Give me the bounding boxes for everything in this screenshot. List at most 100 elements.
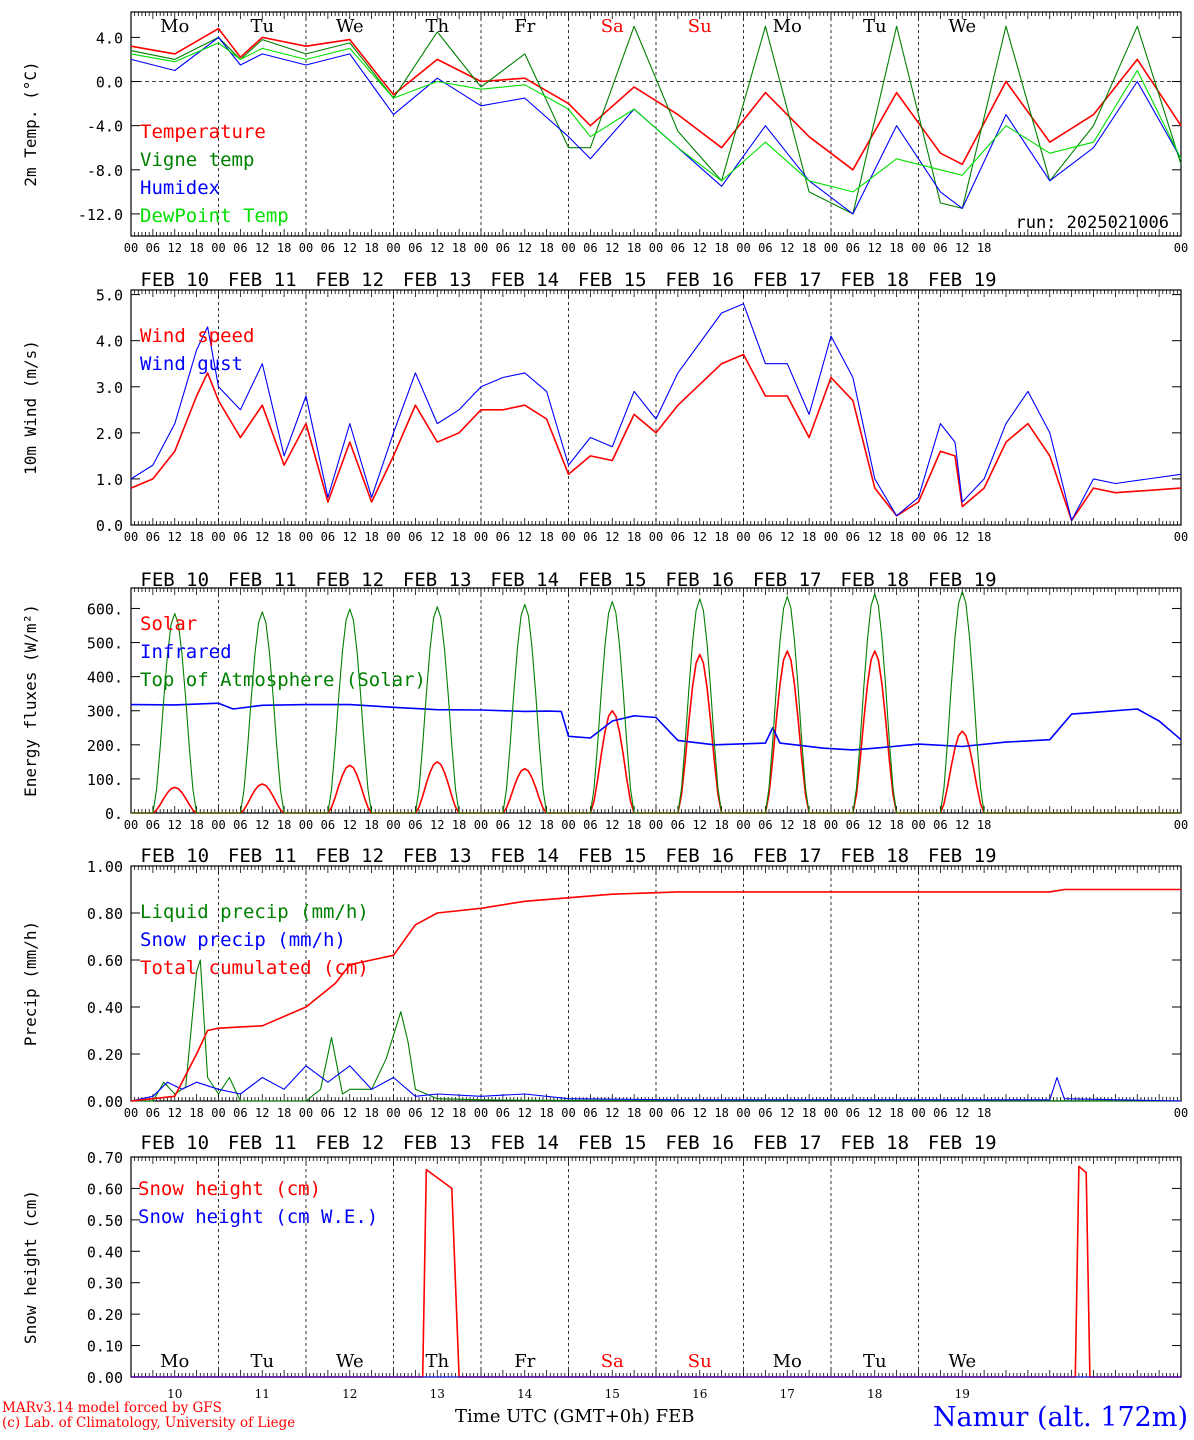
date-label: FEB 16	[665, 845, 734, 867]
hour-label: 06	[583, 241, 597, 255]
hour-label: 12	[430, 1106, 444, 1120]
hour-label: 06	[846, 241, 860, 255]
date-label: FEB 19	[928, 269, 997, 291]
y-tick-label: 0.50	[87, 1212, 123, 1230]
date-label: FEB 13	[403, 569, 472, 591]
hour-label: 00	[474, 1106, 488, 1120]
date-label: FEB 19	[928, 845, 997, 867]
hour-label: 12	[518, 530, 532, 544]
weekday-label: Tu	[863, 1351, 887, 1372]
hour-label: 18	[539, 1106, 553, 1120]
legend-entry: DewPoint Temp	[140, 205, 289, 227]
hour-label: 18	[539, 241, 553, 255]
plot-frame	[130, 11, 1182, 237]
hour-label: 00	[649, 818, 663, 832]
hour-label: 00	[736, 818, 750, 832]
hour-label: 18	[364, 530, 378, 544]
date-label: FEB 11	[228, 845, 297, 867]
hour-label: 00	[474, 818, 488, 832]
run-label: run: 2025021006	[1015, 213, 1169, 233]
plot-frame	[130, 587, 1182, 814]
hour-label: 12	[605, 241, 619, 255]
hour-label: 18	[889, 1106, 903, 1120]
date-label: FEB 12	[315, 1132, 384, 1154]
y-tick-label: -8.0	[87, 162, 123, 180]
hour-label: 12	[168, 818, 182, 832]
hour-label: 00	[911, 818, 925, 832]
date-label: FEB 14	[490, 569, 559, 591]
series-line-2-2	[130, 303, 1182, 521]
legend-entry: Wind speed	[140, 325, 254, 347]
hour-label: 12	[693, 530, 707, 544]
lab-line: (c) Lab. of Climatology, University of L…	[2, 1415, 296, 1431]
hour-label: 18	[627, 1106, 641, 1120]
hour-label: 12	[518, 818, 532, 832]
date-label: FEB 15	[578, 845, 647, 867]
weekday-label: Th	[425, 16, 449, 37]
date-label: FEB 16	[665, 1132, 734, 1154]
y-tick-label: 0.40	[87, 999, 123, 1017]
hour-label: 06	[758, 1106, 772, 1120]
hour-label: 06	[233, 241, 247, 255]
hour-label: 18	[714, 1106, 728, 1120]
hour-label: 00	[211, 241, 225, 255]
hour-label: 00	[649, 530, 663, 544]
month-label: FEB	[655, 1406, 695, 1427]
hour-label: 06	[671, 818, 685, 832]
hour-label: 00	[299, 1106, 313, 1120]
hour-label: 12	[518, 241, 532, 255]
hour-label: 18	[889, 241, 903, 255]
date-label: FEB 18	[840, 845, 909, 867]
hour-label: 18	[889, 530, 903, 544]
y-axis-label: Energy fluxes (W/m²)	[21, 604, 40, 797]
hour-label: 06	[671, 241, 685, 255]
hour-label: 12	[868, 530, 882, 544]
hour-label: 06	[583, 818, 597, 832]
x-axis-title: Time UTC (GMT+0h) FEB	[455, 1406, 694, 1427]
hour-label: 00	[736, 530, 750, 544]
y-tick-label: 0.20	[87, 1046, 123, 1064]
hour-label: 00	[211, 818, 225, 832]
legend-entry: Humidex	[140, 177, 220, 199]
day-number-label: 15	[605, 1387, 620, 1401]
hour-label: 00	[736, 241, 750, 255]
hour-label: 12	[255, 1106, 269, 1120]
hour-label: 00	[911, 530, 925, 544]
weekday-label: Su	[688, 16, 712, 37]
date-label: FEB 13	[403, 269, 472, 291]
y-tick-label: 0.60	[87, 952, 123, 970]
date-label: FEB 13	[403, 1132, 472, 1154]
y-tick-label: 4.0	[96, 29, 123, 47]
hour-label: 18	[627, 530, 641, 544]
y-tick-label: 400.	[87, 669, 123, 687]
date-label: FEB 10	[140, 845, 209, 867]
hour-label: 06	[146, 530, 160, 544]
hour-label: 18	[714, 818, 728, 832]
y-tick-label: 0.20	[87, 1306, 123, 1324]
hour-label: 06	[933, 241, 947, 255]
y-axis-label: Precip (mm/h)	[21, 921, 40, 1046]
hour-label: 18	[189, 241, 203, 255]
hour-label: 00	[386, 818, 400, 832]
y-tick-label: 0.	[105, 805, 123, 823]
hour-label: 12	[343, 1106, 357, 1120]
hour-label: 06	[233, 530, 247, 544]
y-tick-label: 200.	[87, 737, 123, 755]
weekday-label: Mo	[160, 16, 189, 37]
date-label: FEB 14	[490, 845, 559, 867]
hour-label: 06	[496, 818, 510, 832]
y-tick-label: 100.	[87, 771, 123, 789]
y-tick-label: 0.10	[87, 1338, 123, 1356]
weekday-label: Mo	[773, 16, 802, 37]
hour-label: 18	[189, 1106, 203, 1120]
hour-label: 18	[802, 530, 816, 544]
hour-label: 18	[277, 241, 291, 255]
hour-label: 18	[802, 1106, 816, 1120]
date-label: FEB 17	[753, 1132, 822, 1154]
y-tick-label: 1.0	[96, 471, 123, 489]
hour-label: 18	[627, 241, 641, 255]
date-label: FEB 15	[578, 569, 647, 591]
date-label: FEB 11	[228, 569, 297, 591]
legend-entry: Temperature	[140, 121, 266, 143]
